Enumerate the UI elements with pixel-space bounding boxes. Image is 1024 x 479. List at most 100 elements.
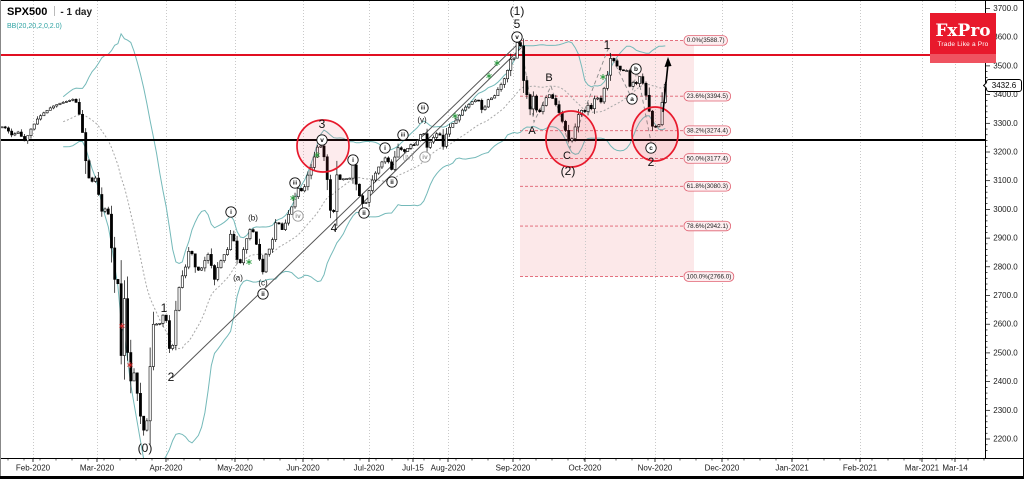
wave-connector[interactable] <box>520 43 652 150</box>
candle-body <box>332 210 336 212</box>
wave-label-circled[interactable]: iv <box>419 151 431 163</box>
trendline[interactable] <box>171 40 522 379</box>
header-separator <box>54 6 56 16</box>
wave-label-circled[interactable]: c <box>645 142 657 154</box>
candle-body <box>383 157 387 163</box>
highlight-circle[interactable] <box>631 106 679 162</box>
candle-body <box>415 140 419 146</box>
candle-body <box>364 202 368 204</box>
fib-label-text: 50.0%(3177.4) <box>687 155 728 162</box>
candle-body <box>206 254 210 261</box>
chart-header: SPX500 - 1 day BB(20,20,2,0,2.0) <box>7 5 92 33</box>
candle-body <box>258 244 262 260</box>
candle-body <box>164 314 168 321</box>
candle-body <box>280 223 284 230</box>
candle-body <box>625 70 629 72</box>
signal-marker <box>486 73 492 79</box>
fib-label[interactable]: 100.0%(2766.0) <box>683 271 735 282</box>
time-tick-label: Dec-2020 <box>705 464 740 473</box>
price-tick-label: 2500.0 <box>993 348 1018 357</box>
candle-body <box>197 266 200 271</box>
wave-label-circled[interactable]: ii <box>257 288 269 300</box>
candle-body <box>399 147 403 150</box>
fib-label[interactable]: 61.8%(3080.3) <box>683 181 731 192</box>
wave-labels[interactable]: (1)5vBAC(2)1bac23viiiiv4i(b)(a)(c)iiiiii… <box>138 4 657 455</box>
candle-body <box>48 107 52 111</box>
candle-body <box>267 248 271 255</box>
wave-label-text: i <box>230 209 232 216</box>
candle-body <box>87 160 91 179</box>
candle-body <box>52 105 55 109</box>
wave-label-text: (1) <box>510 4 525 18</box>
candle-body <box>454 119 458 124</box>
candle-body <box>119 283 123 356</box>
candle-body <box>345 178 348 180</box>
wave-label-text: iii <box>401 132 406 138</box>
candle-body <box>287 213 290 224</box>
fib-label-box <box>683 90 731 102</box>
candle-body <box>58 102 62 105</box>
candle-body <box>219 260 223 269</box>
fib-label[interactable]: 50.0%(3177.4) <box>683 153 731 164</box>
wave-label-circled[interactable]: v <box>511 31 523 43</box>
candle-body <box>531 95 535 110</box>
wave-label-ring <box>386 176 398 188</box>
time-axis[interactable]: Feb-2020 Mar-2020 Apr-2020 May-2020 Jun-2020… <box>0 458 1024 479</box>
time-tick-label: Oct-2020 <box>569 464 602 473</box>
wave-label-circled[interactable]: i <box>225 206 237 218</box>
wave-label-circled[interactable]: i <box>347 154 359 166</box>
candle-body <box>602 87 606 103</box>
projection-arrow[interactable] <box>662 57 672 113</box>
highlight-circle[interactable] <box>545 110 597 168</box>
candle-body <box>306 174 310 188</box>
candle-body <box>622 69 625 72</box>
candle-body <box>74 99 78 103</box>
wave-label-circled[interactable]: b <box>630 63 642 75</box>
fib-label-text: 38.2%(3274.4) <box>687 127 728 134</box>
wave-label-circled[interactable]: i <box>379 142 391 154</box>
wave-label-circled[interactable]: iii <box>397 129 409 141</box>
fxpro-logo: FxPro Trade Like a Pro <box>930 13 996 63</box>
indicator-label[interactable]: BB(20,20,2,0,2.0) <box>7 23 62 30</box>
wave-label-circled[interactable]: ii <box>386 176 398 188</box>
candle-body <box>171 345 175 349</box>
fib-label[interactable]: 23.6%(3394.5) <box>683 90 731 102</box>
candle-body <box>13 133 17 136</box>
candle-body <box>245 238 249 250</box>
wave-label-circled[interactable]: iii <box>417 102 429 114</box>
fib-label[interactable]: 78.6%(2942.1) <box>683 220 731 232</box>
time-tick-label: Mar-2020 <box>80 464 115 473</box>
wave-label-ring <box>257 288 269 300</box>
fib-labels[interactable]: 0.0%(3588.7) 23.6%(3394.5) 38.2%(3274.4) 50… <box>683 35 735 282</box>
candle-body <box>77 102 81 115</box>
highlight-circle[interactable] <box>296 119 350 173</box>
candle-body <box>374 172 377 181</box>
candle-body <box>438 133 442 136</box>
candle-body <box>213 265 216 280</box>
candle-body <box>184 266 187 277</box>
wave-label-text: A <box>528 125 536 137</box>
fibonacci-retracement[interactable] <box>520 39 683 278</box>
candle-body <box>65 101 68 103</box>
wave-label-text: 2 <box>168 370 175 384</box>
candle-body <box>145 420 149 431</box>
candle-body <box>541 105 545 113</box>
wave-label-circled[interactable]: ii <box>358 207 370 219</box>
wave-label-circled[interactable]: iv <box>292 210 304 222</box>
price-tick-label: 3200.0 <box>993 148 1018 157</box>
fib-label[interactable]: 0.0%(3588.7) <box>683 35 728 46</box>
candle-body <box>490 97 493 101</box>
wave-label-circled[interactable]: v <box>316 134 328 146</box>
wave-label-circled[interactable]: a <box>626 93 638 105</box>
candle-body <box>322 145 326 158</box>
fib-label-box <box>683 220 731 232</box>
price-tick-label: 3600.0 <box>993 33 1018 42</box>
signal-marker <box>452 113 458 119</box>
wave-label-text: B <box>545 72 552 84</box>
fib-label[interactable]: 38.2%(3274.4) <box>683 125 731 136</box>
candle-body <box>596 97 600 100</box>
price-axis[interactable]: 3700.0 3600.0 3500.0 3400.0 3300.0 3200.0 3100… <box>985 0 1024 458</box>
wave-label-circled[interactable]: iii <box>289 177 301 189</box>
